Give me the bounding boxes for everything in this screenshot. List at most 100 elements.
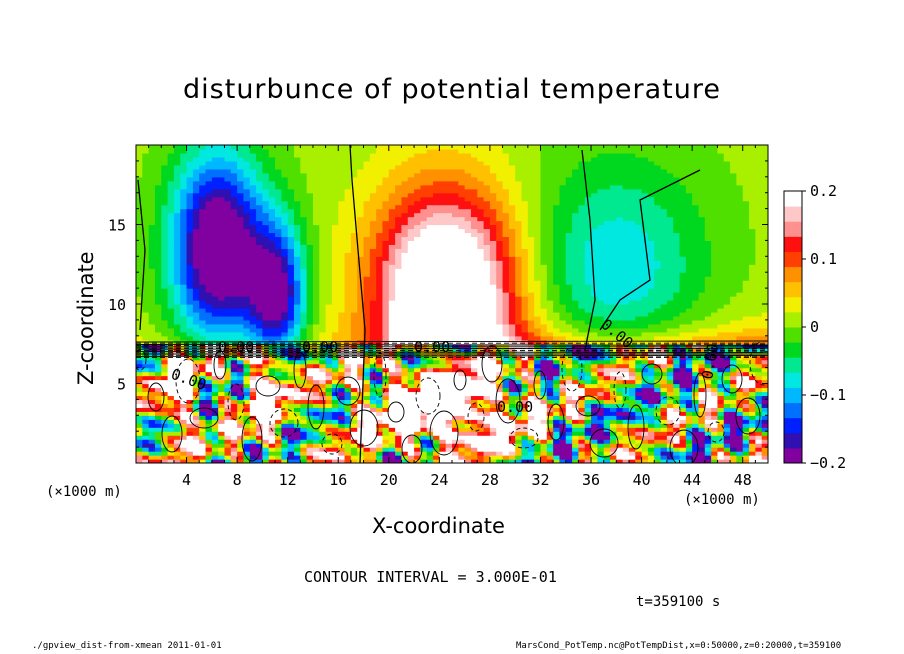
heatmap-cell — [521, 455, 529, 460]
heatmap-cell — [237, 343, 245, 349]
heatmap-cell — [628, 455, 636, 460]
heatmap-cell — [249, 276, 257, 281]
heatmap-cell — [426, 272, 434, 277]
heatmap-cell — [641, 407, 649, 412]
heatmap-cell — [439, 331, 447, 337]
heatmap-cell — [685, 284, 693, 289]
heatmap-cell — [572, 439, 579, 444]
heatmap-cell — [363, 307, 371, 313]
heatmap-cell — [420, 304, 428, 309]
heatmap-cell — [388, 371, 396, 377]
heatmap-cell — [717, 288, 725, 293]
heatmap-cell — [306, 319, 314, 325]
heatmap-cell — [312, 335, 320, 341]
heatmap-cell — [704, 435, 712, 440]
heatmap-cell — [749, 415, 756, 420]
heatmap-cell — [268, 399, 276, 404]
heatmap-cell — [698, 455, 706, 460]
heatmap-cell — [452, 447, 459, 452]
heatmap-cell — [654, 288, 662, 293]
heatmap-cell — [224, 335, 232, 341]
heatmap-cell — [730, 423, 737, 428]
heatmap-cell — [540, 379, 548, 385]
heatmap-cell — [319, 411, 327, 416]
heatmap-cell — [521, 459, 529, 463]
heatmap-cell — [458, 264, 466, 269]
heatmap-cell — [312, 288, 320, 293]
heatmap-cell — [205, 383, 213, 389]
heatmap-cell — [761, 296, 768, 301]
heatmap-cell — [287, 455, 295, 460]
heatmap-cell — [300, 431, 308, 436]
heatmap-cell — [350, 284, 358, 289]
heatmap-cell — [401, 335, 409, 341]
heatmap-cell — [698, 280, 706, 285]
heatmap-cell — [496, 435, 504, 440]
heatmap-cell — [730, 311, 737, 317]
heatmap-cell — [167, 280, 175, 285]
heatmap-cell — [635, 292, 643, 297]
heatmap-cell — [534, 311, 542, 317]
heatmap-cell — [224, 387, 232, 393]
heatmap-cell — [742, 423, 750, 428]
heatmap-cell — [704, 423, 712, 428]
heatmap-cell — [711, 339, 719, 345]
heatmap-cell — [414, 280, 421, 285]
heatmap-cell — [142, 383, 150, 389]
heatmap-cell — [218, 459, 226, 463]
heatmap-cell — [483, 419, 491, 424]
heatmap-cell — [312, 375, 320, 381]
heatmap-cell — [205, 296, 213, 301]
heatmap-cell — [369, 343, 377, 349]
heatmap-cell — [723, 343, 731, 349]
heatmap-cell — [730, 367, 737, 373]
heatmap-cell — [312, 391, 320, 397]
heatmap-cell — [470, 280, 478, 285]
heatmap-cell — [338, 331, 346, 337]
heatmap-cell — [654, 264, 662, 269]
heatmap-cell — [136, 280, 143, 285]
heatmap-cell — [452, 288, 459, 293]
heatmap-cell — [180, 280, 188, 285]
heatmap-cell — [458, 451, 466, 456]
heatmap-cell — [736, 447, 744, 452]
heatmap-cell — [565, 276, 573, 281]
heatmap-cell — [224, 319, 232, 325]
heatmap-cell — [142, 399, 150, 404]
heatmap-cell — [660, 315, 668, 321]
heatmap-cell — [628, 367, 636, 373]
heatmap-cell — [262, 423, 270, 428]
heatmap-cell — [603, 459, 611, 463]
heatmap-cell — [692, 419, 700, 424]
heatmap-cell — [256, 427, 263, 432]
heatmap-cell — [717, 268, 725, 273]
heatmap-cell — [426, 300, 434, 305]
heatmap-cell — [540, 319, 548, 325]
heatmap-cell — [679, 403, 687, 408]
heatmap-cell — [704, 407, 712, 412]
heatmap-cell — [439, 335, 447, 341]
heatmap-cell — [483, 347, 491, 353]
heatmap-cell — [445, 435, 453, 440]
heatmap-cell — [401, 288, 409, 293]
heatmap-cell — [268, 375, 276, 381]
heatmap-cell — [338, 319, 346, 325]
heatmap-cell — [761, 327, 768, 333]
heatmap-cell — [205, 292, 213, 297]
heatmap-cell — [660, 264, 668, 269]
heatmap-cell — [515, 280, 523, 285]
heatmap-cell — [401, 419, 409, 424]
heatmap-cell — [470, 311, 478, 317]
heatmap-cell — [306, 439, 314, 444]
heatmap-cell — [470, 411, 478, 416]
heatmap-cell — [730, 347, 737, 353]
heatmap-cell — [736, 375, 744, 381]
heatmap-cell — [692, 288, 700, 293]
heatmap-cell — [597, 335, 605, 341]
heatmap-cell — [458, 455, 466, 460]
heatmap-cell — [312, 435, 320, 440]
heatmap-cell — [610, 379, 617, 385]
heatmap-cell — [628, 363, 636, 369]
heatmap-cell — [477, 331, 485, 337]
heatmap-cell — [704, 264, 712, 269]
